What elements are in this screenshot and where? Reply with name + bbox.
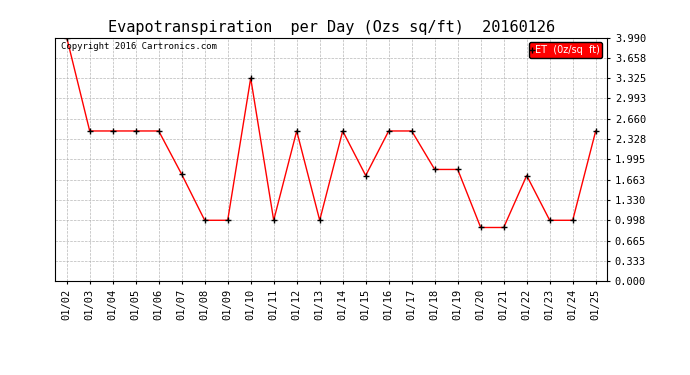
ET  (0z/sq  ft) bbox=[132, 129, 140, 133]
ET  (0z/sq  ft) bbox=[384, 129, 393, 133]
ET  (0z/sq  ft) bbox=[86, 129, 94, 133]
ET  (0z/sq  ft) bbox=[500, 225, 508, 230]
ET  (0z/sq  ft) bbox=[339, 129, 347, 133]
ET  (0z/sq  ft) bbox=[453, 167, 462, 172]
ET  (0z/sq  ft) bbox=[315, 218, 324, 222]
ET  (0z/sq  ft) bbox=[201, 218, 209, 222]
ET  (0z/sq  ft) bbox=[246, 76, 255, 80]
ET  (0z/sq  ft) bbox=[63, 35, 71, 40]
ET  (0z/sq  ft) bbox=[108, 129, 117, 133]
ET  (0z/sq  ft) bbox=[293, 129, 301, 133]
ET  (0z/sq  ft) bbox=[362, 173, 370, 178]
ET  (0z/sq  ft) bbox=[408, 129, 416, 133]
ET  (0z/sq  ft) bbox=[224, 218, 232, 222]
ET  (0z/sq  ft) bbox=[591, 129, 600, 133]
Title: Evapotranspiration  per Day (Ozs sq/ft)  20160126: Evapotranspiration per Day (Ozs sq/ft) 2… bbox=[108, 20, 555, 35]
ET  (0z/sq  ft) bbox=[522, 173, 531, 178]
ET  (0z/sq  ft) bbox=[177, 172, 186, 177]
ET  (0z/sq  ft) bbox=[431, 167, 439, 172]
Text: Copyright 2016 Cartronics.com: Copyright 2016 Cartronics.com bbox=[61, 42, 217, 51]
ET  (0z/sq  ft) bbox=[155, 129, 163, 133]
ET  (0z/sq  ft) bbox=[569, 218, 577, 222]
ET  (0z/sq  ft) bbox=[546, 218, 554, 222]
Line: ET  (0z/sq  ft): ET (0z/sq ft) bbox=[63, 34, 599, 231]
Legend: ET  (0z/sq  ft): ET (0z/sq ft) bbox=[529, 42, 602, 58]
ET  (0z/sq  ft) bbox=[270, 218, 278, 222]
ET  (0z/sq  ft) bbox=[477, 225, 485, 230]
